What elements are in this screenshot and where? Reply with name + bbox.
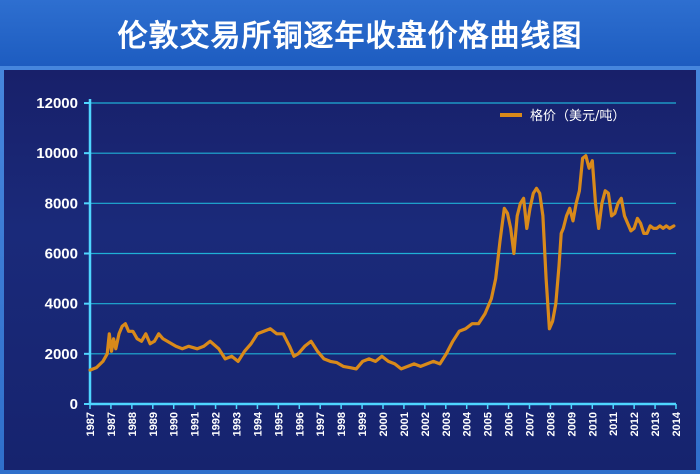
x-tick-label: 2009 [566, 412, 578, 436]
x-tick-label: 1988 [127, 412, 139, 436]
chart-title: 伦敦交易所铜逐年收盘价格曲线图 [117, 19, 583, 54]
x-tick-label: 2000 [378, 412, 390, 436]
y-tick-label: 6000 [45, 246, 78, 263]
x-tick-label: 1995 [273, 412, 285, 436]
legend-label: 格价（美元/吨） [530, 108, 625, 124]
x-tick-label: 1997 [315, 412, 327, 436]
x-tick-label: 1999 [357, 412, 369, 436]
x-tick-label: 1987 [85, 412, 97, 436]
x-tick-label: 2011 [608, 412, 620, 436]
title-bar: 伦敦交易所铜逐年收盘价格曲线图 [0, 0, 700, 66]
series-line [88, 154, 676, 372]
x-tick-label: 1990 [169, 412, 181, 436]
x-tick-label: 2007 [525, 412, 537, 436]
x-tick-label: 1989 [148, 412, 160, 436]
x-tick-label: 2004 [462, 411, 474, 436]
y-tick-label: 4000 [45, 296, 78, 313]
x-tick-label: 1993 [232, 412, 244, 436]
x-tick-label: 1987 [106, 412, 118, 436]
y-tick-label: 10000 [36, 145, 78, 162]
x-tick-label: 2013 [650, 412, 662, 436]
x-tick-label: 1992 [211, 412, 223, 436]
x-tick-label: 2006 [504, 412, 516, 436]
y-tick-label: 8000 [45, 195, 78, 212]
x-tick-label: 1996 [294, 412, 306, 436]
x-tick-label: 2002 [420, 412, 432, 436]
x-tick-label: 2003 [441, 412, 453, 436]
y-tick-label: 0 [70, 396, 78, 413]
x-tick-label: 2014 [671, 411, 683, 436]
x-tick-label: 1991 [190, 412, 202, 436]
y-tick-label: 12000 [36, 95, 78, 112]
x-tick-label: 1998 [336, 412, 348, 436]
x-tick-label: 1994 [252, 411, 264, 436]
x-tick-label: 2012 [629, 412, 641, 436]
x-tick-label: 2001 [399, 412, 411, 436]
x-tick-label: 2005 [483, 412, 495, 436]
y-tick-label: 2000 [45, 346, 78, 363]
x-tick-label: 2010 [587, 412, 599, 436]
x-tick-label: 2008 [545, 412, 557, 436]
